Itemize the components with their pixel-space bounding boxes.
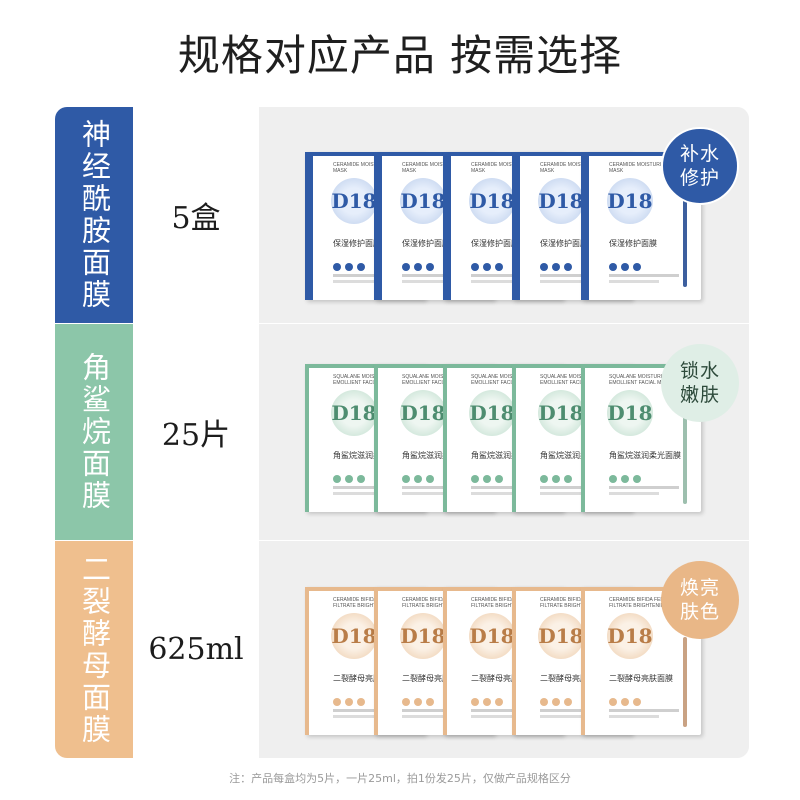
dropper-icon	[683, 414, 687, 504]
brand-logo-icon: D18	[331, 390, 377, 436]
quantity-cell: 625ml	[133, 541, 259, 758]
quantity-cell: 25片	[133, 324, 259, 540]
brand-logo-icon: D18	[469, 390, 515, 436]
page-title: 规格对应产品 按需选择	[177, 31, 623, 80]
brand-logo-icon: D18	[538, 390, 584, 436]
product-image-area: CERAMIDE BIFIDA FERMENT FILTRATE BRIGHTE…	[259, 541, 749, 758]
product-image-area: SQUALANE MOISTURIZING EMOLLIENT FACIAL M…	[259, 324, 749, 540]
brand-logo-icon: D18	[607, 613, 653, 659]
brand-logo-icon: D18	[607, 178, 653, 224]
brand-logo-icon: D18	[400, 178, 446, 224]
spec-row-ceramide: 神经酰胺面膜 5盒 CERAMIDE MOISTURIZING REPAIR M…	[55, 107, 749, 324]
product-name-cell: 神经酰胺面膜	[55, 107, 133, 323]
product-quantity: 625ml	[148, 632, 244, 667]
product-box-image: CERAMIDE BIFIDA FERMENT FILTRATE BRIGHTE…	[581, 587, 701, 735]
benefit-badge: 补水 修护	[661, 127, 739, 205]
quantity-cell: 5盒	[133, 107, 259, 323]
product-quantity: 25片	[161, 418, 231, 453]
spec-row-bifida: 二裂酵母面膜 625ml CERAMIDE BIFIDA FERMENT FIL…	[55, 541, 749, 758]
brand-logo-icon: D18	[538, 613, 584, 659]
brand-logo-icon: D18	[331, 613, 377, 659]
product-name: 角鲨烷面膜	[77, 352, 112, 512]
product-name-cell: 角鲨烷面膜	[55, 324, 133, 540]
brand-logo-icon: D18	[469, 178, 515, 224]
product-quantity: 5盒	[171, 201, 221, 236]
product-name-cell: 二裂酵母面膜	[55, 541, 133, 758]
brand-logo-icon: D18	[400, 390, 446, 436]
dropper-icon	[683, 197, 687, 287]
benefit-badge: 锁水 嫩肤	[661, 344, 739, 422]
brand-logo-icon: D18	[469, 613, 515, 659]
product-name: 二裂酵母面膜	[77, 553, 112, 746]
spec-row-squalane: 角鲨烷面膜 25片 SQUALANE MOISTURIZING EMOLLIEN…	[55, 324, 749, 541]
dropper-icon	[683, 637, 687, 727]
brand-logo-icon: D18	[538, 178, 584, 224]
footnote: 注：产品每盒均为5片，一片25ml，拍1份发25片，仅做产品规格区分	[229, 772, 571, 785]
brand-logo-icon: D18	[331, 178, 377, 224]
brand-logo-icon: D18	[400, 613, 446, 659]
brand-logo-icon: D18	[607, 390, 653, 436]
product-name: 神经酰胺面膜	[77, 119, 112, 311]
spec-table: 神经酰胺面膜 5盒 CERAMIDE MOISTURIZING REPAIR M…	[55, 107, 749, 758]
product-image-area: CERAMIDE MOISTURIZING REPAIR MASK D18 保湿…	[259, 107, 749, 323]
benefit-badge: 焕亮 肤色	[661, 561, 739, 639]
